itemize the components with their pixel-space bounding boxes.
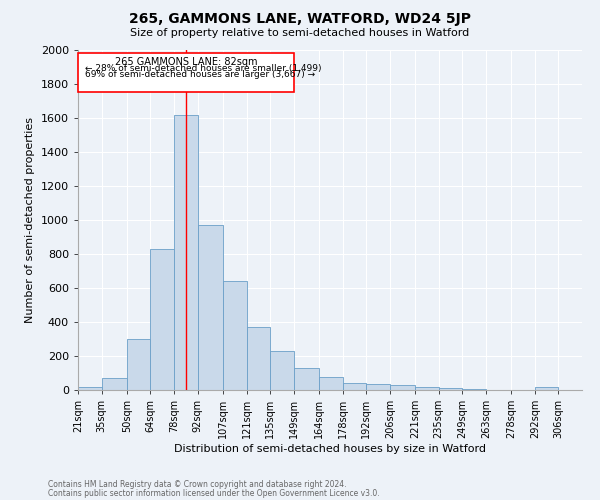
Bar xyxy=(101,378,127,390)
FancyBboxPatch shape xyxy=(78,52,294,92)
Bar xyxy=(174,114,197,390)
Y-axis label: Number of semi-detached properties: Number of semi-detached properties xyxy=(25,117,35,323)
Bar xyxy=(247,327,270,390)
Text: 265 GAMMONS LANE: 82sqm: 265 GAMMONS LANE: 82sqm xyxy=(115,57,257,67)
Bar xyxy=(270,351,294,390)
Bar xyxy=(343,383,366,390)
Bar xyxy=(439,388,463,390)
Bar xyxy=(197,225,223,390)
Bar xyxy=(535,388,559,390)
Text: Size of property relative to semi-detached houses in Watford: Size of property relative to semi-detach… xyxy=(130,28,470,38)
Text: Contains public sector information licensed under the Open Government Licence v3: Contains public sector information licen… xyxy=(48,488,380,498)
Bar xyxy=(366,384,390,390)
Text: Contains HM Land Registry data © Crown copyright and database right 2024.: Contains HM Land Registry data © Crown c… xyxy=(48,480,347,489)
Bar xyxy=(78,386,101,390)
Bar xyxy=(223,281,247,390)
Bar xyxy=(390,385,415,390)
Text: ← 28% of semi-detached houses are smaller (1,499): ← 28% of semi-detached houses are smalle… xyxy=(85,64,321,72)
Bar xyxy=(463,389,486,390)
Bar xyxy=(151,249,174,390)
X-axis label: Distribution of semi-detached houses by size in Watford: Distribution of semi-detached houses by … xyxy=(174,444,486,454)
Bar xyxy=(415,388,439,390)
Text: 265, GAMMONS LANE, WATFORD, WD24 5JP: 265, GAMMONS LANE, WATFORD, WD24 5JP xyxy=(129,12,471,26)
Text: 69% of semi-detached houses are larger (3,667) →: 69% of semi-detached houses are larger (… xyxy=(85,70,315,80)
Bar xyxy=(319,378,343,390)
Bar xyxy=(294,368,319,390)
Bar xyxy=(127,339,151,390)
